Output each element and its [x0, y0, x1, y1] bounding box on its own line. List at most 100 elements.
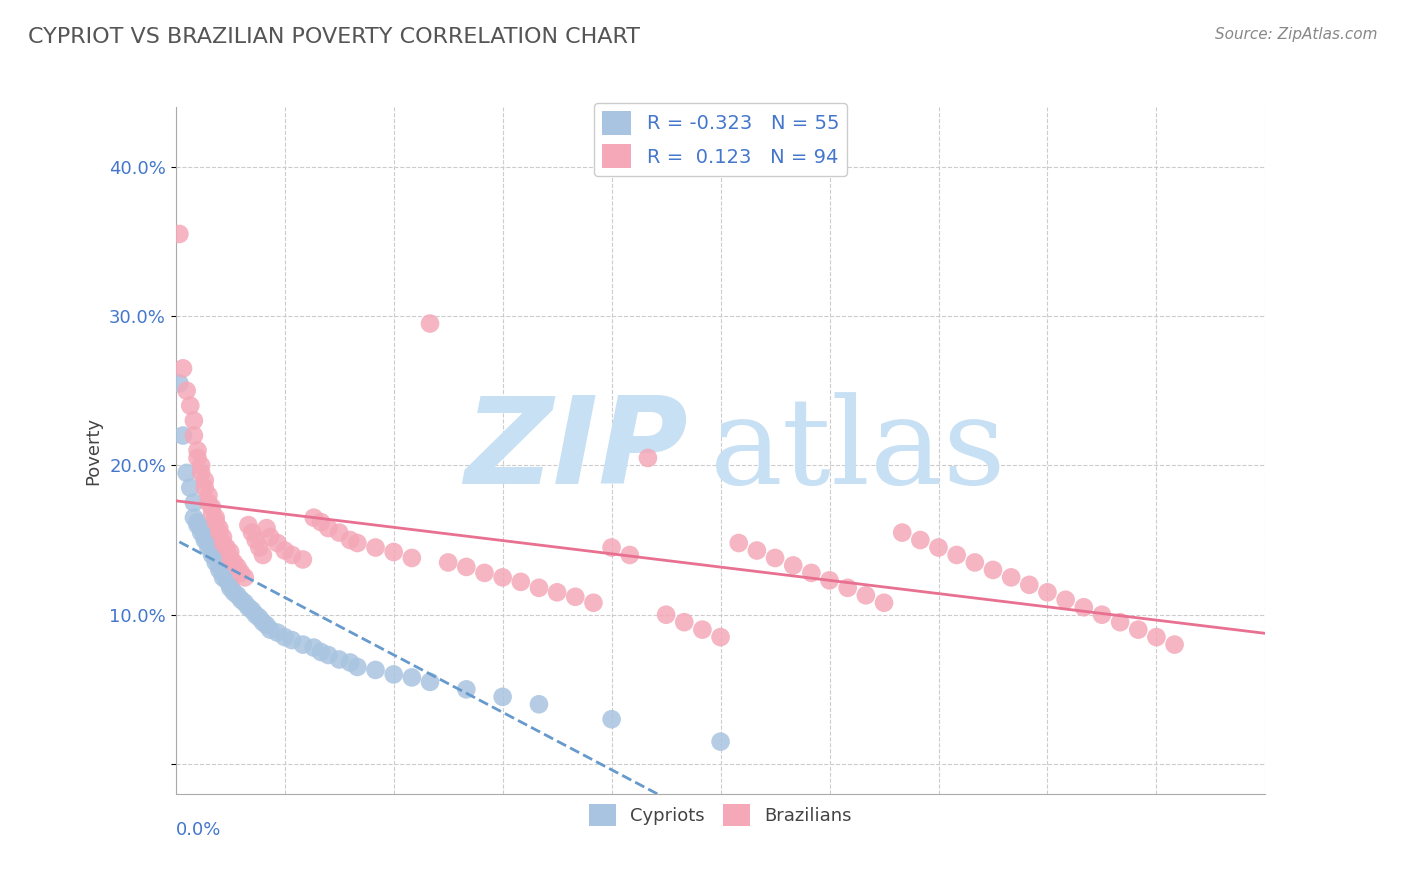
Point: [328, 652, 350, 666]
Point: [745, 543, 768, 558]
Text: 0.0%: 0.0%: [176, 822, 221, 839]
Point: [231, 592, 253, 607]
Legend: Cypriots, Brazilians: Cypriots, Brazilians: [582, 797, 859, 833]
Point: [240, 525, 263, 540]
Point: [222, 585, 245, 599]
Point: [194, 530, 217, 544]
Point: [339, 656, 361, 670]
Point: [582, 596, 605, 610]
Point: [339, 533, 361, 547]
Point: [382, 545, 405, 559]
Point: [245, 533, 267, 547]
Point: [401, 670, 423, 684]
Point: [710, 734, 733, 748]
Point: [1109, 615, 1132, 630]
Point: [291, 552, 314, 566]
Point: [346, 536, 368, 550]
Point: [910, 533, 932, 547]
Point: [318, 648, 340, 662]
Point: [169, 376, 191, 391]
Point: [201, 548, 224, 562]
Point: [763, 551, 786, 566]
Point: [873, 596, 896, 610]
Point: [600, 712, 623, 726]
Point: [419, 317, 441, 331]
Y-axis label: Poverty: Poverty: [84, 417, 103, 484]
Point: [302, 640, 325, 655]
Point: [201, 543, 224, 558]
Point: [655, 607, 678, 622]
Point: [197, 541, 219, 555]
Point: [928, 541, 950, 555]
Point: [302, 510, 325, 524]
Point: [274, 630, 297, 644]
Point: [252, 548, 274, 562]
Point: [238, 518, 260, 533]
Point: [247, 541, 270, 555]
Point: [619, 548, 641, 562]
Point: [179, 399, 201, 413]
Point: [259, 623, 281, 637]
Point: [194, 473, 217, 487]
Point: [1036, 585, 1059, 599]
Point: [981, 563, 1004, 577]
Point: [364, 541, 387, 555]
Point: [226, 560, 249, 574]
Point: [419, 674, 441, 689]
Point: [281, 548, 304, 562]
Point: [204, 515, 226, 529]
Point: [186, 518, 209, 533]
Point: [219, 581, 242, 595]
Point: [194, 481, 217, 495]
Point: [527, 581, 550, 595]
Point: [190, 525, 212, 540]
Point: [215, 541, 238, 555]
Point: [266, 625, 288, 640]
Point: [197, 496, 219, 510]
Point: [208, 525, 231, 540]
Point: [169, 227, 191, 241]
Point: [190, 466, 212, 480]
Point: [186, 515, 209, 529]
Point: [256, 521, 278, 535]
Point: [219, 545, 242, 559]
Point: [346, 660, 368, 674]
Point: [197, 536, 219, 550]
Point: [800, 566, 823, 580]
Point: [782, 558, 804, 573]
Point: [492, 570, 515, 584]
Point: [226, 588, 249, 602]
Point: [222, 556, 245, 570]
Point: [891, 525, 914, 540]
Text: ZIP: ZIP: [464, 392, 688, 509]
Point: [945, 548, 967, 562]
Point: [247, 610, 270, 624]
Point: [208, 563, 231, 577]
Point: [437, 556, 460, 570]
Point: [291, 638, 314, 652]
Point: [212, 570, 235, 584]
Point: [1000, 570, 1022, 584]
Point: [172, 361, 194, 376]
Point: [197, 488, 219, 502]
Point: [309, 645, 332, 659]
Point: [456, 560, 478, 574]
Point: [382, 667, 405, 681]
Point: [208, 558, 231, 573]
Point: [456, 682, 478, 697]
Point: [215, 574, 238, 588]
Point: [401, 551, 423, 566]
Point: [1073, 600, 1095, 615]
Point: [186, 450, 209, 465]
Point: [204, 556, 226, 570]
Point: [509, 574, 531, 589]
Text: Source: ZipAtlas.com: Source: ZipAtlas.com: [1215, 27, 1378, 42]
Point: [266, 536, 288, 550]
Point: [1146, 630, 1168, 644]
Point: [963, 556, 986, 570]
Point: [183, 496, 205, 510]
Point: [318, 521, 340, 535]
Point: [252, 615, 274, 630]
Point: [256, 618, 278, 632]
Point: [190, 458, 212, 473]
